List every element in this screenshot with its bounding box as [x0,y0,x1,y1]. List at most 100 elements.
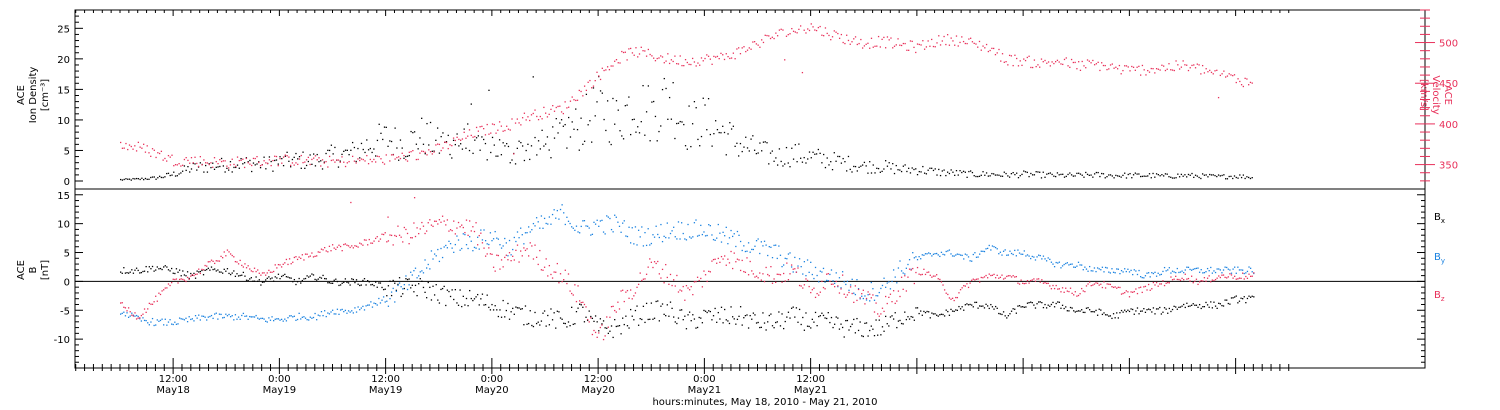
density-point [1065,175,1067,178]
density-point [1083,176,1085,178]
density-point [782,165,784,167]
b-point-by [247,318,249,320]
top-left-tick-label: 10 [57,116,70,127]
b-point-by [834,282,836,285]
b-point-by [706,234,708,237]
b-point-by [199,319,201,321]
velocity-point [477,130,480,132]
b-point-by [684,238,686,240]
velocity-point [513,153,515,155]
b-point-bz [1020,279,1022,281]
velocity-point [1093,64,1096,66]
b-point-by [212,317,214,320]
velocity-point [808,29,811,32]
density-point [511,159,513,161]
b-point-by [558,218,560,220]
b-point-bz [426,230,428,232]
b-point-bx [359,284,361,287]
b-point-bz [191,274,194,276]
b-point-by [406,288,409,291]
b-point-by [759,252,761,255]
velocity-point [660,55,662,57]
velocity-point [1198,64,1200,66]
velocity-point [582,95,584,97]
b-point-bz [284,262,286,264]
velocity-point [918,43,920,46]
b-point-bx [314,278,316,281]
b-point-bz [123,306,125,308]
velocity-point [691,57,694,60]
b-point-by [478,248,480,250]
density-point [858,166,860,169]
density-point [290,166,292,168]
b-point-by [400,286,402,288]
b-point-bz [733,252,735,254]
b-point-bx [1060,307,1062,309]
velocity-point [1060,63,1062,65]
b-point-by [1178,271,1180,274]
b-point-bz [151,303,154,305]
b-point-bz [994,277,997,279]
velocity-point [297,163,299,166]
b-point-bx [650,302,653,304]
b-point-by [634,226,637,228]
b-point-by [424,259,426,261]
velocity-point [738,47,740,49]
b-point-bx [210,266,213,268]
b-point-bx [585,316,587,318]
b-point-by [1117,268,1119,270]
b-point-by [1208,270,1210,272]
legend-bx-sub: x [1441,217,1445,225]
b-point-bx [1117,317,1119,319]
velocity-point [272,159,274,162]
b-point-by [440,247,442,250]
density-point [1040,177,1043,179]
b-point-bx [768,314,770,317]
density-point [291,158,294,161]
b-point-by [1060,267,1062,269]
b-point-bx [1104,314,1107,316]
velocity-point [514,122,517,124]
density-point [332,153,334,155]
b-point-bz [634,292,637,294]
density-point [1023,170,1025,172]
velocity-point [1026,56,1028,59]
velocity-point [1196,63,1198,65]
b-point-bz [673,279,675,281]
density-point [123,178,125,181]
velocity-point [557,105,559,108]
b-point-by [991,245,994,247]
b-point-bx [1203,306,1206,308]
b-point-by [747,242,750,244]
velocity-point [1226,75,1229,77]
b-point-bx [800,323,802,326]
b-point-by [783,264,785,266]
velocity-point [332,159,334,161]
velocity-point [166,160,168,162]
density-point [1028,175,1030,178]
b-point-by [703,231,705,233]
velocity-point [592,85,595,87]
velocity-point [870,37,873,39]
density-point [1203,174,1206,176]
b-point-by [137,315,139,318]
b-point-by [657,233,659,236]
b-point-bx [121,272,123,274]
x-axis: 12:00May180:00May1912:00May190:00May2012… [75,10,1290,396]
density-point [1173,177,1175,179]
b-point-bx [1175,306,1177,308]
velocity-point [899,44,901,46]
velocity-point [1244,77,1246,80]
b-point-bx [813,321,815,323]
velocity-point [780,28,782,30]
b-point-bz [813,287,815,289]
density-point [396,147,398,149]
b-point-bz [449,229,452,231]
b-point-by [655,225,657,227]
b-point-bx [797,321,799,323]
x-tick-date: May20 [475,385,508,396]
density-point [1039,171,1041,173]
b-point-bz [555,271,557,273]
b-point-bx [811,318,813,321]
b-point-bx [969,303,971,306]
